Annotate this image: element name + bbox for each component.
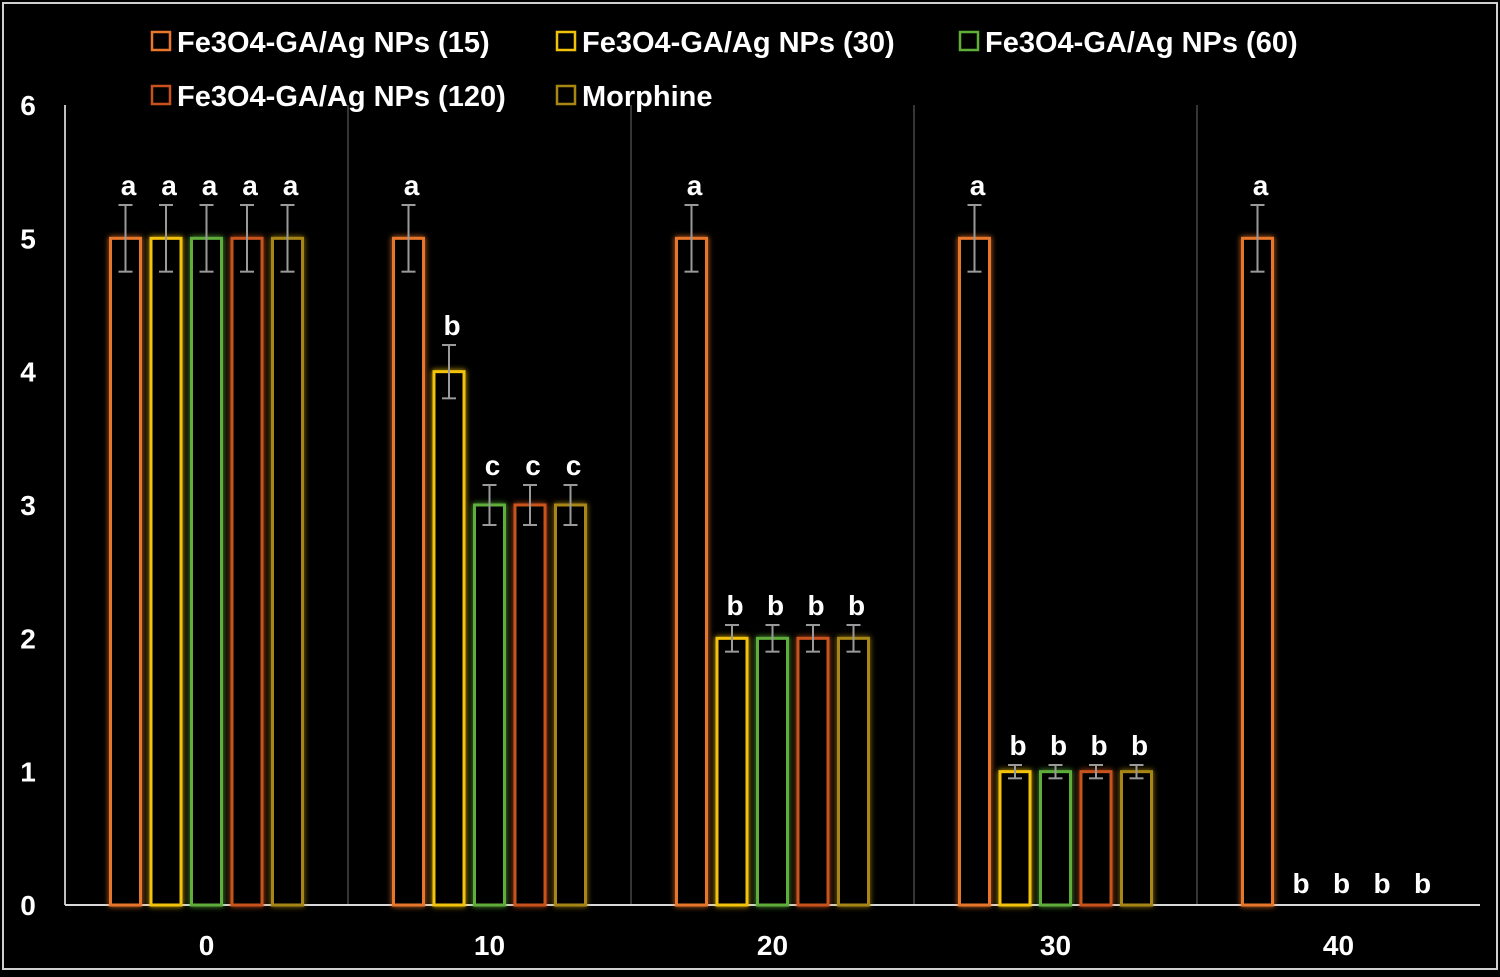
data-label: b <box>1009 730 1026 761</box>
legend-label: Fe3O4-GA/Ag NPs (120) <box>177 81 506 113</box>
x-tick-label: 40 <box>1323 930 1354 961</box>
bar <box>554 503 587 907</box>
bar <box>1079 770 1113 907</box>
bar <box>1039 770 1072 907</box>
data-label: a <box>242 170 258 201</box>
data-label: a <box>161 170 177 201</box>
x-tick-label: 20 <box>757 930 788 961</box>
legend-swatch <box>150 84 172 106</box>
bar <box>190 236 223 907</box>
bar <box>1241 236 1274 907</box>
data-label: a <box>404 170 420 201</box>
y-tick-label: 1 <box>20 757 36 788</box>
y-tick-label: 6 <box>20 90 36 121</box>
bar <box>432 370 466 907</box>
data-label: a <box>687 170 703 201</box>
legend-swatch <box>958 30 980 52</box>
data-label: a <box>970 170 986 201</box>
legend-label: Fe3O4-GA/Ag NPs (30) <box>582 27 895 59</box>
bar <box>796 636 830 907</box>
bar <box>675 236 708 907</box>
x-tick-label: 10 <box>474 930 505 961</box>
y-tick-label: 0 <box>20 890 36 921</box>
data-label: c <box>566 450 582 481</box>
bar <box>392 236 425 907</box>
bar <box>958 236 991 907</box>
bar <box>1120 770 1153 907</box>
data-label: b <box>807 590 824 621</box>
data-label: b <box>848 590 865 621</box>
data-label: a <box>121 170 137 201</box>
data-label: a <box>1253 170 1269 201</box>
data-label: b <box>1131 730 1148 761</box>
bar <box>715 636 749 907</box>
y-tick-label: 5 <box>20 223 36 254</box>
data-label: b <box>1414 868 1431 899</box>
legend-swatch <box>555 84 577 106</box>
data-label: c <box>525 450 541 481</box>
y-tick-label: 2 <box>20 623 36 654</box>
bar <box>230 236 264 907</box>
x-tick-label: 0 <box>199 930 215 961</box>
data-label: a <box>283 170 299 201</box>
data-label: b <box>767 590 784 621</box>
bar <box>756 636 789 907</box>
data-label: b <box>1292 868 1309 899</box>
legend-label: Fe3O4-GA/Ag NPs (60) <box>985 27 1298 59</box>
y-tick-label: 4 <box>20 357 36 388</box>
data-label: a <box>202 170 218 201</box>
data-label: b <box>1050 730 1067 761</box>
data-label: b <box>1373 868 1390 899</box>
legend-swatch <box>150 30 172 52</box>
bar <box>149 236 183 907</box>
data-label: b <box>1090 730 1107 761</box>
data-label: b <box>726 590 743 621</box>
bar <box>473 503 506 907</box>
legend-swatch <box>555 30 577 52</box>
data-label: b <box>443 310 460 341</box>
data-label: b <box>1333 868 1350 899</box>
legend-label: Fe3O4-GA/Ag NPs (15) <box>177 27 490 59</box>
bar <box>109 236 142 907</box>
data-label: c <box>485 450 501 481</box>
bar <box>998 770 1032 907</box>
y-tick-label: 3 <box>20 490 36 521</box>
legend-label: Morphine <box>582 81 713 113</box>
bar <box>271 236 304 907</box>
bar <box>513 503 547 907</box>
x-tick-label: 30 <box>1040 930 1071 961</box>
bar <box>837 636 870 907</box>
